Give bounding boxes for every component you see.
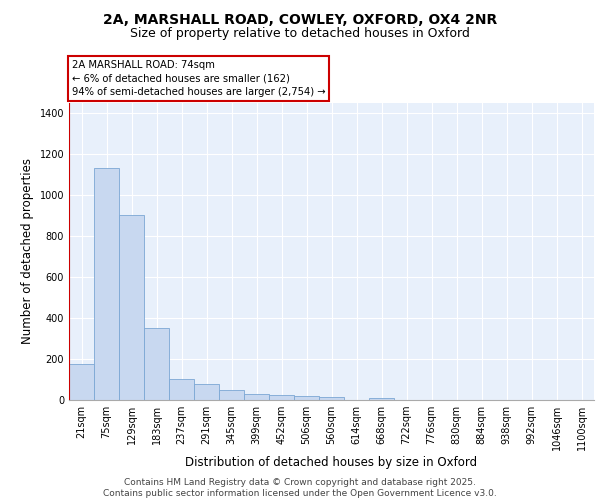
Bar: [194, 384, 219, 400]
Bar: [94, 168, 119, 400]
Text: Contains HM Land Registry data © Crown copyright and database right 2025.
Contai: Contains HM Land Registry data © Crown c…: [103, 478, 497, 498]
Bar: [319, 397, 344, 400]
Text: 2A MARSHALL ROAD: 74sqm
← 6% of detached houses are smaller (162)
94% of semi-de: 2A MARSHALL ROAD: 74sqm ← 6% of detached…: [71, 60, 325, 96]
Y-axis label: Number of detached properties: Number of detached properties: [21, 158, 34, 344]
Bar: [69, 364, 94, 400]
Text: 2A, MARSHALL ROAD, COWLEY, OXFORD, OX4 2NR: 2A, MARSHALL ROAD, COWLEY, OXFORD, OX4 2…: [103, 12, 497, 26]
Bar: [244, 394, 269, 400]
Bar: [144, 328, 169, 400]
Bar: [219, 390, 244, 400]
Text: Size of property relative to detached houses in Oxford: Size of property relative to detached ho…: [130, 28, 470, 40]
X-axis label: Distribution of detached houses by size in Oxford: Distribution of detached houses by size …: [185, 456, 478, 468]
Bar: [119, 216, 144, 400]
Bar: [294, 396, 319, 400]
Bar: [269, 395, 294, 400]
Bar: [369, 398, 394, 400]
Bar: [169, 380, 194, 400]
